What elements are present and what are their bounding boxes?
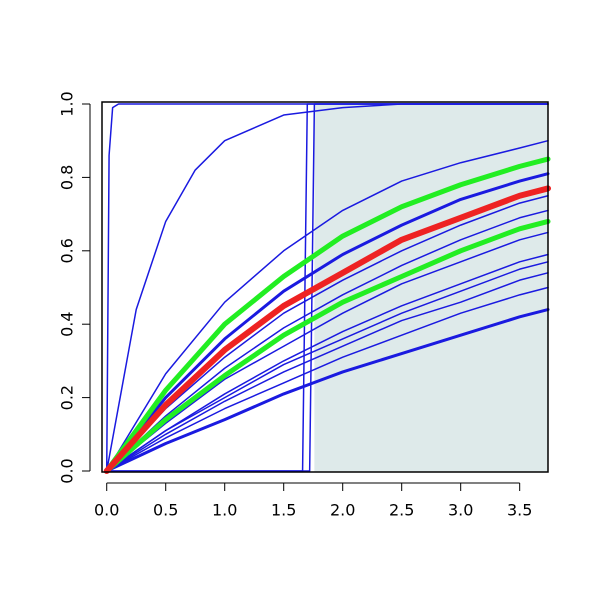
line-series [105, 261, 549, 472]
x-tick-label: 0.5 [153, 501, 178, 520]
shaded-region [314, 102, 548, 472]
x-tick-label: 0.0 [94, 501, 119, 520]
line-series [105, 103, 549, 472]
line-series [105, 209, 549, 472]
line-series [105, 195, 549, 472]
line-series [103, 185, 551, 474]
y-tick-label: 0.2 [58, 385, 77, 410]
line-series [105, 272, 549, 472]
line-series [104, 218, 551, 474]
y-tick-label: 0.4 [58, 311, 77, 336]
line-series [105, 286, 549, 472]
line-series [104, 156, 551, 474]
line-series [105, 103, 549, 472]
x-tick-label: 1.5 [271, 501, 296, 520]
plot-frame [101, 101, 549, 473]
y-tick-label: 1.0 [58, 91, 77, 116]
line-series [105, 172, 550, 473]
x-tick-label: 2.5 [389, 501, 414, 520]
line-series [105, 231, 549, 472]
x-tick-label: 1.0 [212, 501, 237, 520]
x-tick-label: 3.0 [448, 501, 473, 520]
y-tick-label: 0.0 [58, 458, 77, 483]
line-series [105, 308, 550, 473]
y-tick-label: 0.8 [58, 165, 77, 190]
line-series [105, 139, 549, 472]
x-tick-label: 3.5 [507, 501, 532, 520]
x-tick-label: 2.0 [330, 501, 355, 520]
y-tick-label: 0.6 [58, 238, 77, 263]
line-series [105, 253, 549, 472]
